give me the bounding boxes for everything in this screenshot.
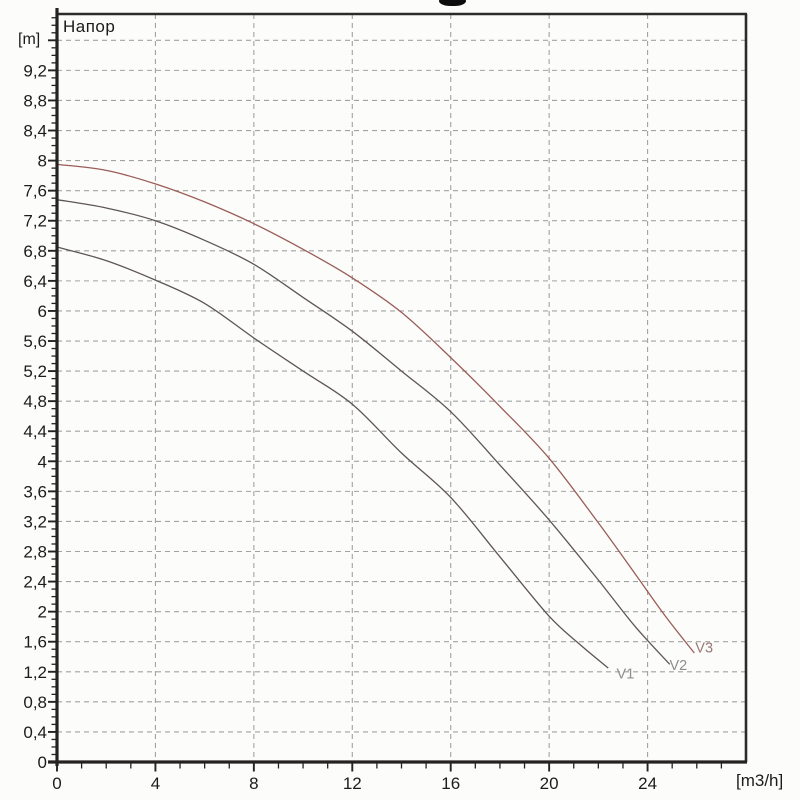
y-tick-label: 2,8 — [23, 543, 47, 562]
y-tick-label: 5,2 — [23, 362, 47, 381]
y-tick-label: 5,6 — [23, 332, 47, 351]
y-tick-label: 4 — [38, 452, 47, 471]
x-tick-label: 12 — [343, 774, 362, 793]
y-tick-label: 8,8 — [23, 91, 47, 110]
y-tick-label: 0 — [38, 753, 47, 772]
curve-V2 — [56, 199, 671, 665]
y-tick-label: 8,4 — [23, 122, 47, 141]
y-tick-label: 3,6 — [23, 482, 47, 501]
y-tick-label: 4,4 — [23, 422, 47, 441]
y-tick-label: 6,4 — [23, 272, 47, 291]
y-axis-unit-label: [m] — [18, 31, 41, 48]
y-tick-label: 9,2 — [23, 61, 47, 80]
x-axis-unit-label: [m3/h] — [736, 771, 784, 790]
curve-V3 — [56, 163, 695, 654]
x-tick-label: 0 — [52, 774, 61, 793]
x-tick-label: 20 — [540, 774, 559, 793]
y-tick-label: 2,4 — [23, 573, 47, 592]
y-tick-label: 6,8 — [23, 242, 47, 261]
x-tick-label: 16 — [441, 774, 460, 793]
y-tick-label: 8 — [38, 152, 47, 171]
curve-label-V2: V2 — [669, 658, 687, 674]
y-tick-label: 3,2 — [23, 512, 47, 531]
y-tick-label: 1,2 — [23, 663, 47, 682]
curve-V1 — [56, 246, 609, 669]
curve-label-V1: V1 — [617, 666, 635, 682]
y-tick-label: 7,6 — [23, 182, 47, 201]
y-tick-label: 6 — [38, 302, 47, 321]
y-tick-label: 0,4 — [23, 723, 47, 742]
y-tick-label: 0,8 — [23, 693, 47, 712]
y-tick-label: 4,8 — [23, 392, 47, 411]
x-tick-label: 24 — [638, 774, 657, 793]
x-tick-label: 4 — [151, 774, 160, 793]
y-tick-label: 7,2 — [23, 212, 47, 231]
chart-title: Напор — [63, 17, 116, 36]
curve-label-V3: V3 — [695, 641, 713, 657]
y-tick-label: 1,6 — [23, 633, 47, 652]
x-tick-label: 8 — [249, 774, 258, 793]
cropped-text-artifact — [439, 0, 466, 6]
y-tick-label: 2 — [38, 603, 47, 622]
